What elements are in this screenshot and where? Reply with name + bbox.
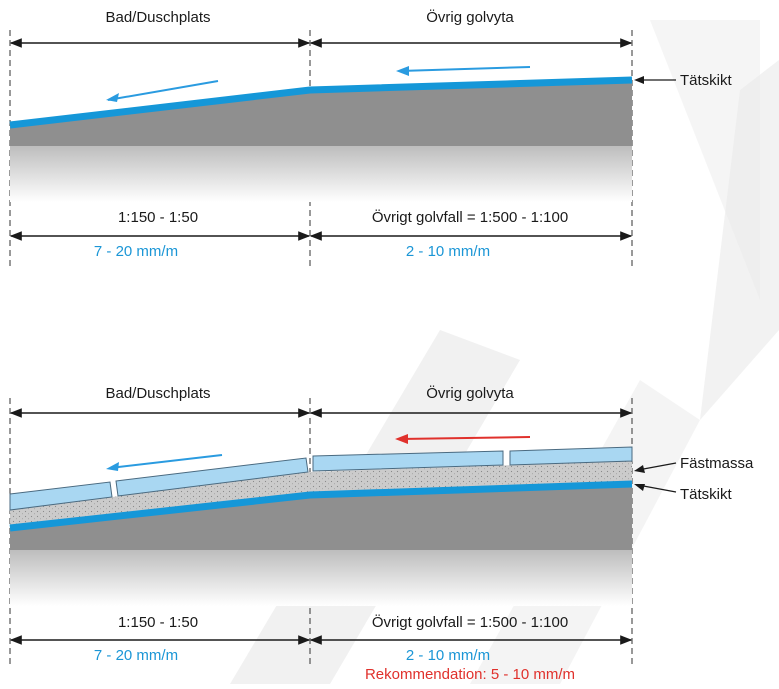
bottom-flow-arrow-left (109, 454, 223, 469)
bottom-slab-fade (10, 550, 632, 606)
bottom-membrane (9, 480, 633, 532)
bottom-zone-left-label: Bad/Duschplats (105, 385, 210, 402)
top-slope-left: 7 - 20 mm/m (94, 243, 178, 260)
bottom-tiles (9, 446, 633, 511)
top-flow-arrowhead-left (106, 93, 119, 102)
bottom-adhesive-label: Fästmassa (680, 455, 754, 472)
tile-right-2 (509, 446, 633, 466)
top-diagram: Bad/Duschplats Övrig golvyta Tätskikt 1:… (9, 8, 733, 268)
tile-right-1 (312, 450, 504, 472)
tile-left-1 (9, 481, 113, 511)
bottom-diagram: Bad/Duschplats Övrig golvyta Fästmassa T… (9, 384, 754, 683)
bottom-membrane-label: Tätskikt (680, 486, 733, 503)
bottom-recommendation: Rekommendation: 5 - 10 mm/m (365, 666, 575, 683)
top-membrane-label: Tätskikt (680, 72, 733, 89)
top-concrete-slab (10, 80, 632, 146)
bottom-flow-arrowhead-right (395, 434, 408, 444)
top-slab-fade (10, 146, 632, 202)
bottom-adhesive-pointer-head (634, 465, 645, 473)
top-flow-arrow-left (107, 80, 219, 101)
bottom-membrane-pointer-head (634, 484, 645, 491)
top-zone-left-label: Bad/Duschplats (105, 9, 210, 26)
top-ratio-left: 1:150 - 1:50 (118, 209, 198, 226)
tile-left-2 (115, 457, 309, 497)
bottom-zone-right-label: Övrig golvyta (426, 384, 514, 402)
top-membrane-pointer-head (634, 76, 644, 84)
bottom-slope-right: 2 - 10 mm/m (406, 647, 490, 664)
bottom-flow-arrowhead-left (106, 462, 119, 471)
bottom-adhesive-pointer (637, 462, 677, 471)
bottom-flow-arrow-right (399, 436, 531, 440)
top-slope-right: 2 - 10 mm/m (406, 243, 490, 260)
bottom-concrete-slab (10, 484, 632, 550)
top-flow-arrow-right (399, 66, 531, 72)
bottom-ratio-left: 1:150 - 1:50 (118, 614, 198, 631)
top-ratio-right: Övrigt golvfall = 1:500 - 1:100 (372, 208, 568, 226)
top-membrane (9, 76, 633, 129)
bottom-slope-left: 7 - 20 mm/m (94, 647, 178, 664)
top-zone-right-label: Övrig golvyta (426, 8, 514, 26)
top-flow-arrowhead-right (396, 66, 409, 76)
bottom-ratio-right: Övrigt golvfall = 1:500 - 1:100 (372, 613, 568, 631)
